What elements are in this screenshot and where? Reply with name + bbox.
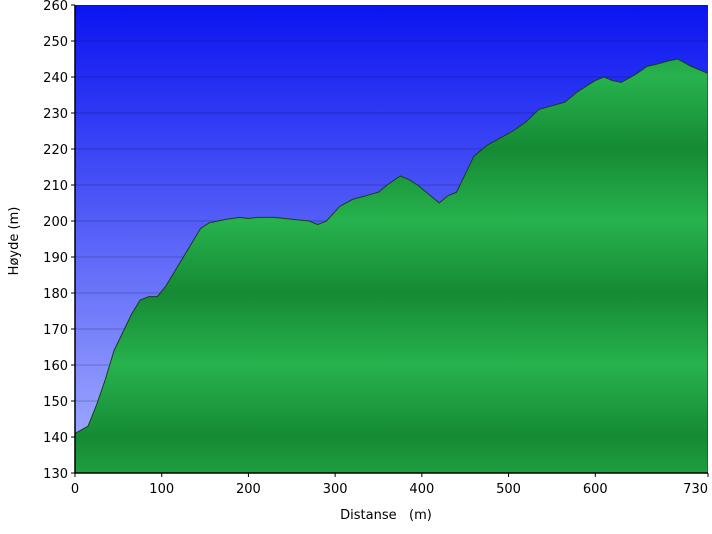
x-tick-label: 500 (496, 482, 521, 497)
y-tick-label: 230 (43, 107, 68, 122)
x-tick-label: 730 (683, 482, 708, 497)
y-tick-label: 260 (43, 0, 68, 14)
x-tick-label: 600 (583, 482, 608, 497)
y-tick-label: 200 (43, 215, 68, 230)
x-tick-label: 200 (236, 482, 261, 497)
x-axis-title: Distanse (m) (340, 508, 432, 523)
y-tick-label: 210 (43, 179, 68, 194)
y-tick-label: 140 (43, 431, 68, 446)
axes (74, 5, 708, 474)
x-tick-labels: 0 100 200 300 400 500 600 730 (71, 473, 709, 497)
x-tick-label: 0 (71, 482, 79, 497)
y-tick-label: 220 (43, 143, 68, 158)
y-tick-label: 130 (43, 467, 68, 482)
x-tick-label: 400 (409, 482, 434, 497)
y-tick-label: 250 (43, 35, 68, 50)
x-tick-label: 300 (323, 482, 348, 497)
y-tick-label: 160 (43, 359, 68, 374)
y-tick-label: 190 (43, 251, 68, 266)
y-tick-label: 180 (43, 287, 68, 302)
y-tick-labels: 130 140 150 160 170 180 190 200 210 220 230 240 250 2… (43, 0, 75, 482)
area-series (75, 58, 708, 473)
x-tick-label: 100 (149, 482, 174, 497)
y-tick-label: 150 (43, 395, 68, 410)
elevation-area (75, 58, 708, 473)
y-tick-label: 240 (43, 71, 68, 86)
y-tick-label: 170 (43, 323, 68, 338)
y-axis-title: Høyde (m) (7, 207, 22, 276)
